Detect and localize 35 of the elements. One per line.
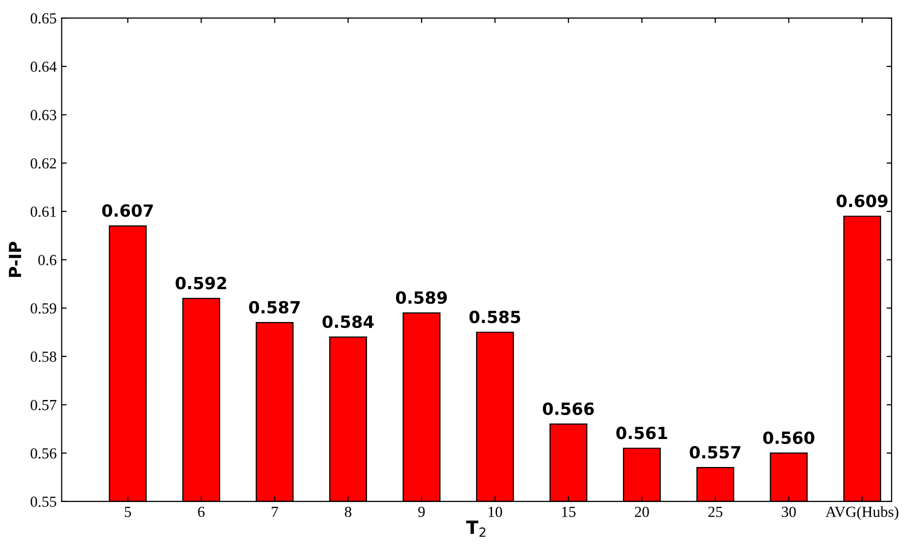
y-axis-title: P-IP — [8, 242, 22, 277]
data-label: 0.566 — [542, 402, 594, 416]
x-tick-label: 7 — [272, 506, 278, 517]
data-label: 0.609 — [836, 194, 888, 208]
y-tick-label: 0.55 — [30, 496, 56, 507]
y-tick-label: 0.58 — [30, 352, 56, 362]
y-tick-label: 0.62 — [30, 158, 56, 169]
data-label: 0.592 — [176, 276, 226, 290]
x-axis-title: T$_{2}$ — [466, 520, 486, 537]
data-label: 0.561 — [616, 426, 668, 440]
y-tick-label: 0.59 — [30, 303, 56, 314]
x-tick-label: 30 — [782, 506, 796, 518]
data-label: 0.607 — [102, 204, 153, 217]
data-label: 0.557 — [690, 446, 740, 459]
y-tick-label: 0.57 — [30, 400, 56, 410]
x-tick-label: AVG(Hubs) — [826, 506, 898, 520]
data-label: 0.584 — [322, 315, 374, 328]
data-label: 0.587 — [249, 300, 300, 314]
y-tick-label: 0.61 — [30, 206, 56, 217]
x-tick-label: 15 — [562, 506, 576, 518]
x-tick-label: 10 — [488, 506, 502, 518]
data-label: 0.589 — [396, 291, 447, 304]
y-tick-label: 0.56 — [30, 448, 56, 459]
x-tick-label: 9 — [418, 506, 425, 518]
y-tick-label: 0.64 — [30, 62, 57, 72]
x-tick-label: 6 — [198, 506, 205, 518]
y-tick-label: 0.63 — [30, 110, 56, 120]
x-tick-label: 8 — [344, 506, 352, 518]
y-tick-label: 0.6 — [38, 254, 56, 266]
x-tick-label: 20 — [634, 506, 649, 518]
y-tick-label: 0.65 — [30, 13, 56, 24]
data-label: 0.560 — [763, 431, 814, 444]
x-tick-label: 25 — [708, 506, 722, 518]
x-tick-label: 5 — [124, 506, 131, 518]
data-label: 0.585 — [469, 310, 520, 324]
